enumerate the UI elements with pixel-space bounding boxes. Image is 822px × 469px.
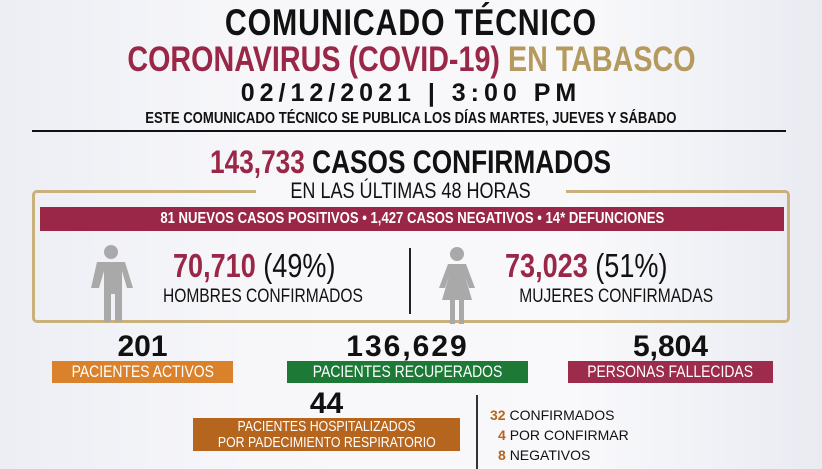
recovered-value: 136,629 bbox=[346, 330, 469, 363]
hospital-divider bbox=[476, 395, 478, 469]
female-person-icon bbox=[439, 247, 475, 324]
recovered-label: PACIENTES RECUPERADOS bbox=[287, 361, 528, 383]
hospital-value: 44 bbox=[309, 387, 344, 420]
last-48-heading: EN LAS ÚLTIMAS 48 HORAS bbox=[0, 178, 822, 204]
women-value: 73,023 bbox=[505, 247, 588, 284]
page-subtitle: CORONAVIRUS (COVID-19) EN TABASCO bbox=[0, 40, 822, 80]
last-48-summary-bar: 81 NUEVOS CASOS POSITIVOS • 1,427 CASOS … bbox=[40, 207, 784, 231]
women-stat: 73,023 (51%) bbox=[505, 247, 703, 285]
breakdown-item: 8 NEGATIVOS bbox=[498, 447, 591, 463]
subtitle-covid: CORONAVIRUS (COVID-19) bbox=[126, 40, 500, 79]
male-person-icon bbox=[91, 245, 133, 322]
active-label: PACIENTES ACTIVOS bbox=[52, 361, 233, 383]
men-label: HOMBRES CONFIRMADOS bbox=[163, 286, 363, 307]
gender-divider bbox=[409, 248, 411, 314]
women-pct: (51%) bbox=[595, 247, 668, 284]
breakdown-item: 4 POR CONFIRMAR bbox=[498, 427, 629, 443]
schedule-note: ESTE COMUNICADO TÉCNICO SE PUBLICA LOS D… bbox=[145, 110, 677, 127]
active-value: 201 bbox=[117, 330, 168, 363]
men-value: 70,710 bbox=[173, 247, 256, 284]
subtitle-tabasco: EN TABASCO bbox=[507, 40, 696, 79]
breakdown-item: 32 CONFIRMADOS bbox=[490, 407, 615, 423]
page-title: COMUNICADO TÉCNICO bbox=[224, 2, 598, 43]
total-confirmed: 143,733 CASOS CONFIRMADOS bbox=[0, 144, 822, 181]
men-stat: 70,710 (49%) bbox=[173, 247, 371, 285]
men-pct: (49%) bbox=[263, 247, 336, 284]
date-time: 02/12/2021 | 3:00 PM bbox=[240, 79, 582, 107]
deceased-value: 5,804 bbox=[632, 330, 709, 363]
total-confirmed-label: CASOS CONFIRMADOS bbox=[312, 144, 612, 180]
total-confirmed-value: 143,733 bbox=[210, 144, 306, 180]
women-label: MUJERES CONFIRMADAS bbox=[519, 286, 714, 307]
header-divider bbox=[32, 130, 786, 132]
deceased-label: PERSONAS FALLECIDAS bbox=[568, 361, 773, 383]
hospital-label: PACIENTES HOSPITALIZADOS POR PADECIMIENT… bbox=[193, 418, 460, 451]
